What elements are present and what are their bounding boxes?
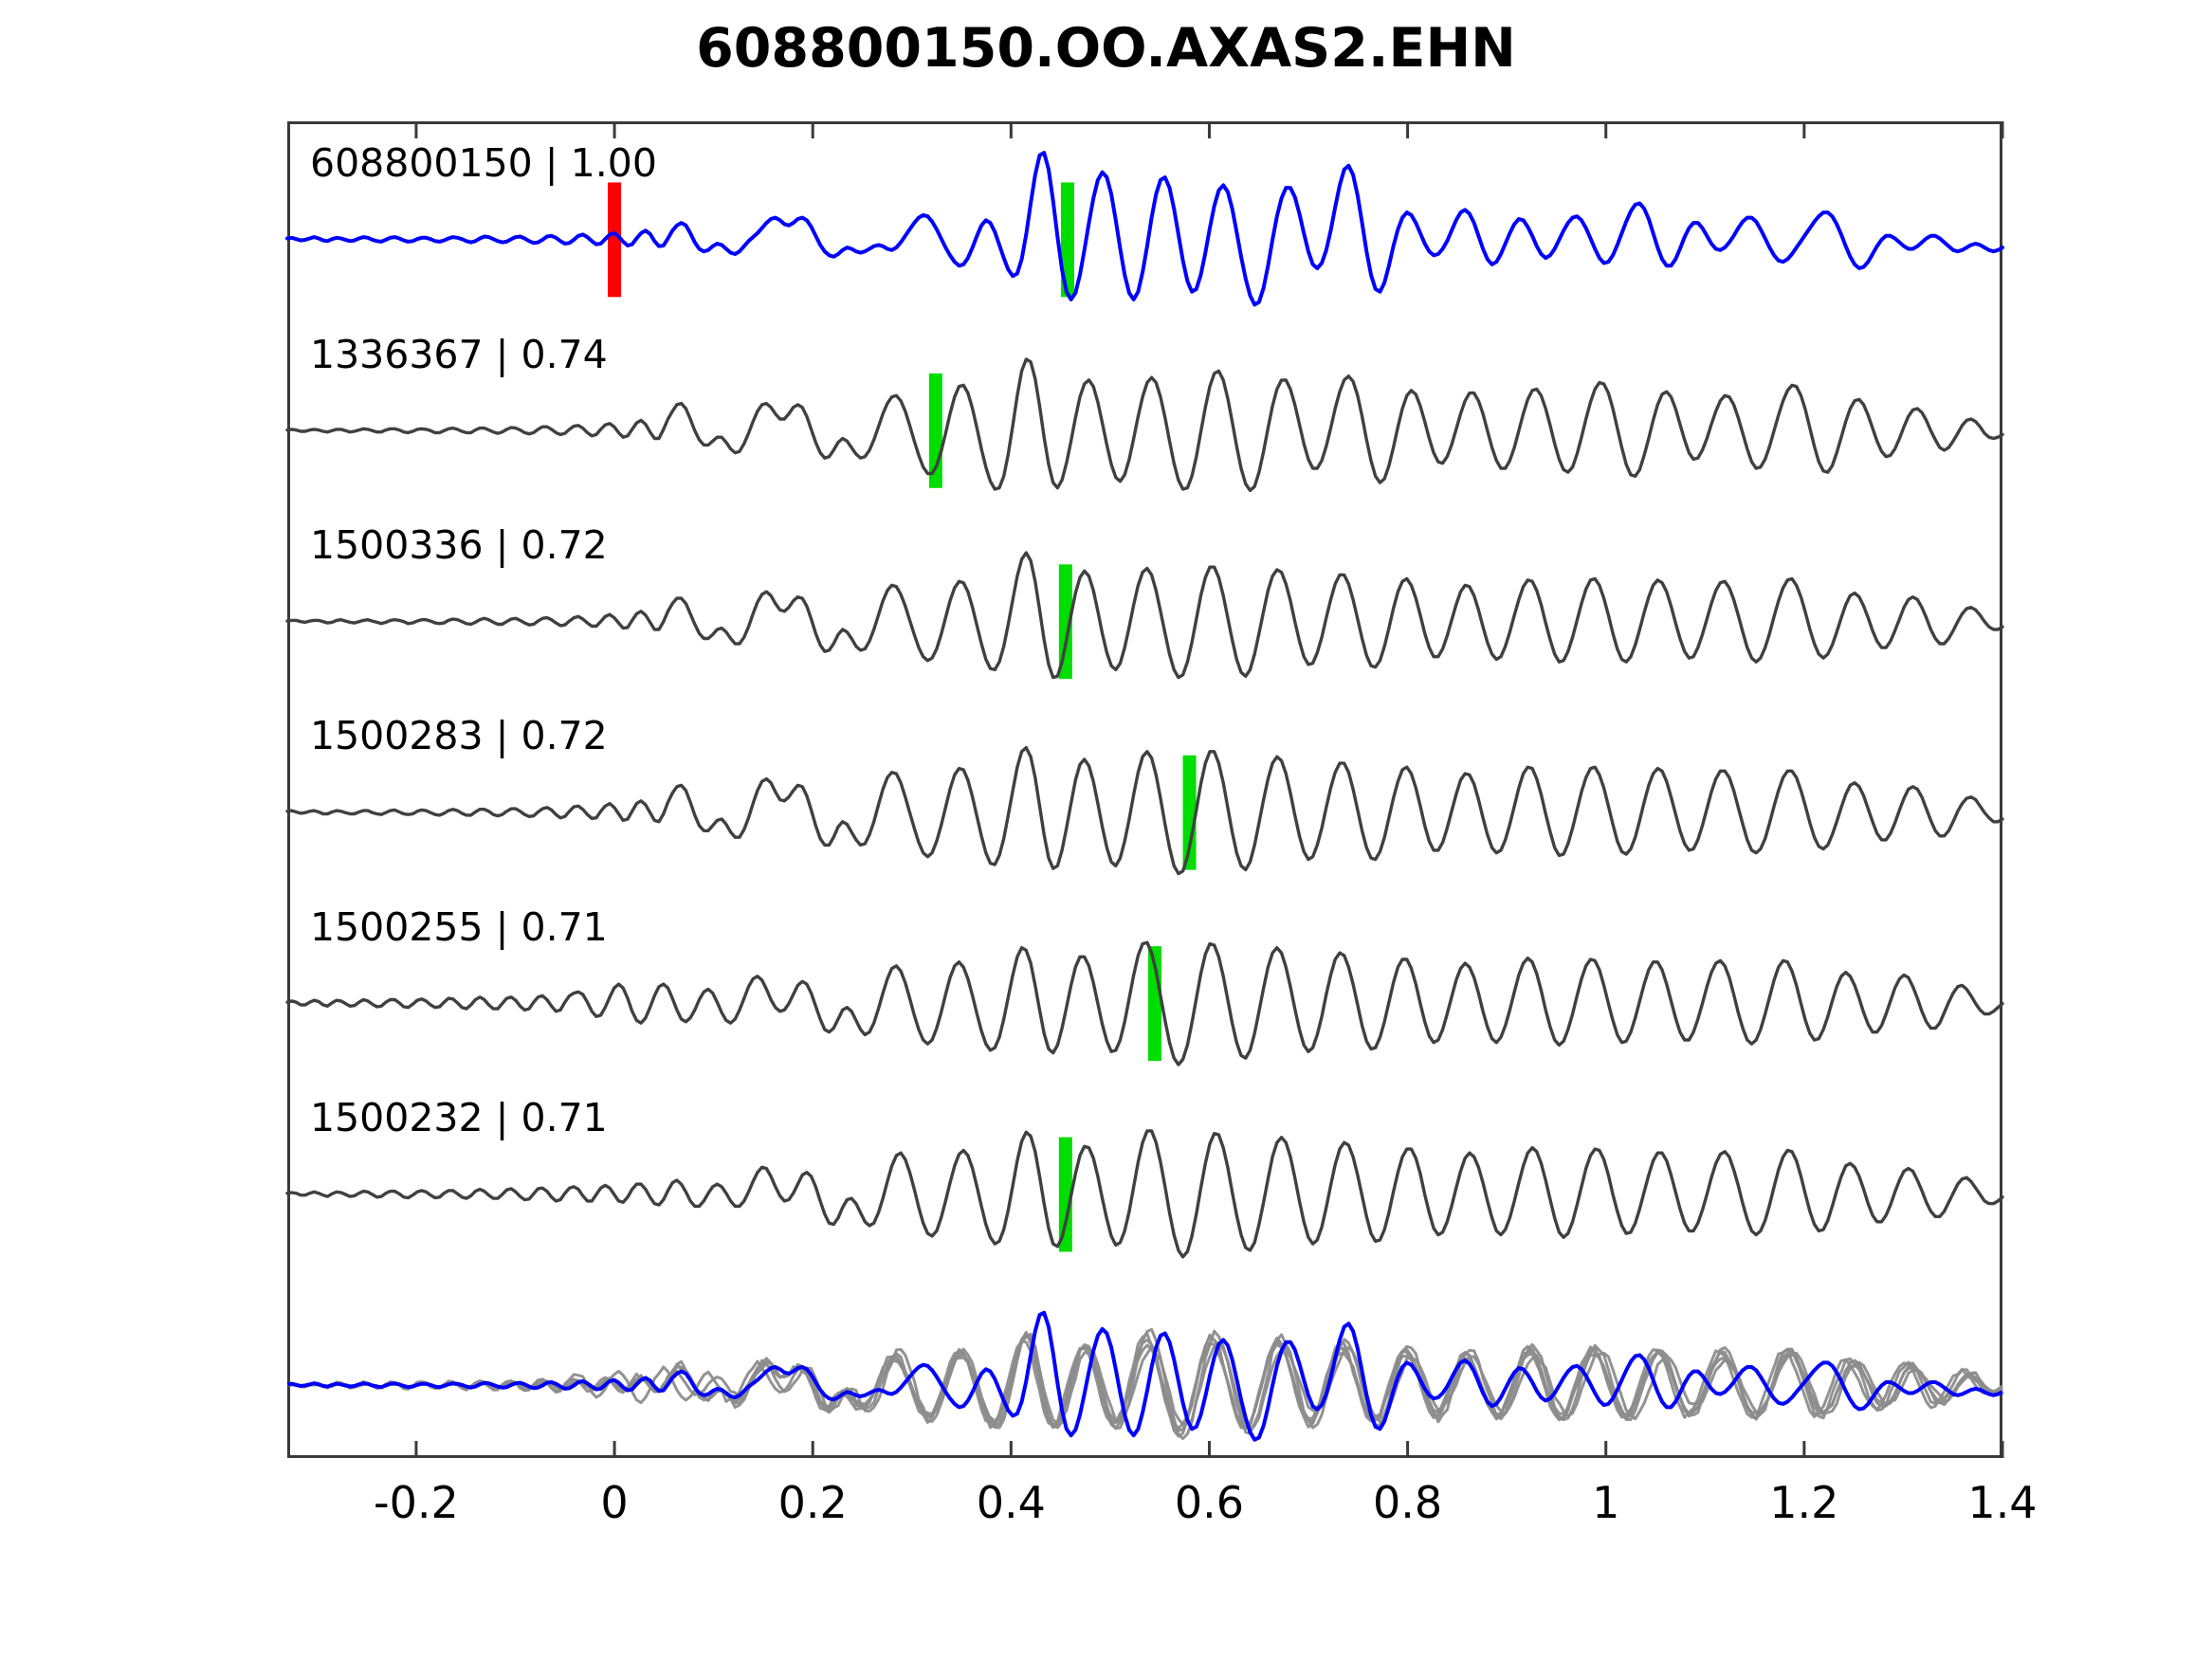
stack-overlay-row: [286, 1310, 2003, 1442]
trace-svg-layer: [285, 121, 2004, 1458]
axis-ticks: [414, 121, 2004, 1458]
waveform-trace: [285, 940, 2004, 1066]
pick-marker-primary: [608, 182, 622, 298]
trace-label: 1500336 | 0.72: [310, 522, 608, 568]
waveform-line: [285, 746, 2004, 876]
trace-label: 608800150 | 1.00: [310, 140, 657, 187]
x-tick-label: 1.2: [1769, 1477, 1839, 1528]
stack-template-line: [286, 1310, 2003, 1442]
trace-label: 1336367 | 0.74: [310, 331, 608, 377]
waveform-trace: [285, 551, 2004, 680]
waveform-plot: [285, 121, 2004, 1458]
x-tick-label: 1.4: [1967, 1477, 2038, 1528]
pick-marker-secondary: [1060, 182, 1074, 298]
waveform-line: [285, 151, 2004, 307]
trace-label: 1500283 | 0.72: [310, 713, 608, 759]
x-tick-label: 0.4: [976, 1477, 1046, 1528]
pick-marker-secondary: [1058, 564, 1072, 680]
waveform-trace: [285, 357, 2004, 492]
x-tick-label: -0.2: [374, 1477, 459, 1528]
waveform-trace: [285, 1129, 2004, 1259]
x-tick-label: 0: [600, 1477, 629, 1528]
x-tick-label: 0.2: [777, 1477, 848, 1528]
waveform-line: [285, 357, 2004, 492]
pick-marker-secondary: [1182, 755, 1197, 870]
x-tick-label: 0.8: [1373, 1477, 1443, 1528]
pick-marker-secondary: [928, 373, 942, 488]
waveform-line: [285, 940, 2004, 1066]
trace-label: 1500232 | 0.71: [310, 1095, 608, 1141]
pick-marker-secondary: [1058, 1137, 1072, 1252]
plot-frame: [287, 121, 2002, 1458]
waveform-line: [285, 551, 2004, 680]
stack-overlay-line: [286, 1327, 2003, 1440]
waveform-trace: [285, 746, 2004, 876]
waveform-line: [285, 1129, 2004, 1259]
page-title: 608800150.OO.AXAS2.EHN: [696, 17, 1516, 80]
x-tick-label: 0.6: [1174, 1477, 1245, 1528]
trace-label: 1500255 | 0.71: [310, 903, 608, 950]
waveform-trace: [285, 151, 2004, 307]
x-tick-label: 1: [1592, 1477, 1620, 1528]
